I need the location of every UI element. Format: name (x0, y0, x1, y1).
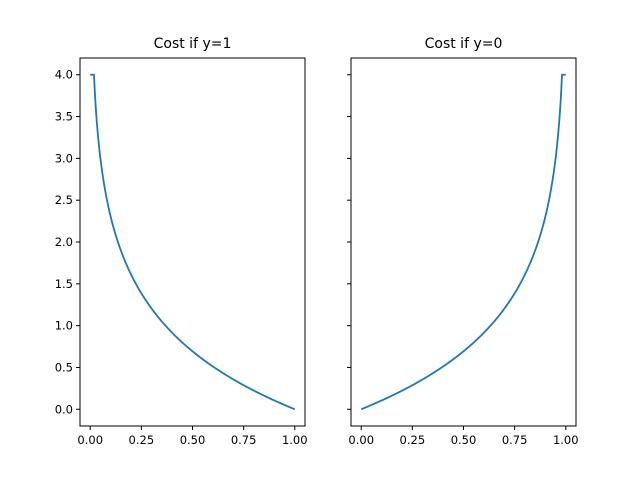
x-tick-label: 0.25 (400, 433, 426, 447)
x-tick-label: 1.00 (553, 433, 579, 447)
y-tick-label: 3.5 (55, 110, 73, 124)
y-tick-label: 2.0 (55, 235, 73, 249)
x-tick-label: 0.00 (77, 433, 103, 447)
x-tick-label: 0.50 (451, 433, 477, 447)
x-tick-label: 0.00 (348, 433, 374, 447)
cost-curve (360, 73, 566, 411)
y-tick-label: 0.0 (55, 402, 73, 416)
cost-curve (90, 73, 296, 411)
axes-title: Cost if y=1 (154, 36, 232, 52)
y-tick-label: 3.0 (55, 151, 73, 165)
y-tick-label: 2.5 (55, 193, 73, 207)
x-tick-label: 0.75 (502, 433, 528, 447)
y-tick-label: 4.0 (55, 68, 73, 82)
x-tick-label: 0.25 (129, 433, 155, 447)
axes-frame (79, 57, 306, 427)
y-tick-label: 0.5 (55, 360, 73, 374)
x-tick-label: 0.75 (231, 433, 257, 447)
y-tick-label: 1.0 (55, 319, 73, 333)
x-tick-label: 0.50 (180, 433, 206, 447)
left-axes: Cost if y=1 0.00 0.25 0.50 0.75 1.00 0.0 0.5 1.0… (55, 36, 308, 447)
y-tick-label: 1.5 (55, 277, 73, 291)
x-tick-label: 1.00 (282, 433, 308, 447)
axes-frame (350, 57, 577, 427)
axes-title: Cost if y=0 (425, 36, 503, 52)
right-axes: Cost if y=0 0.00 0.25 0.50 0.75 1.00 (347, 36, 579, 447)
